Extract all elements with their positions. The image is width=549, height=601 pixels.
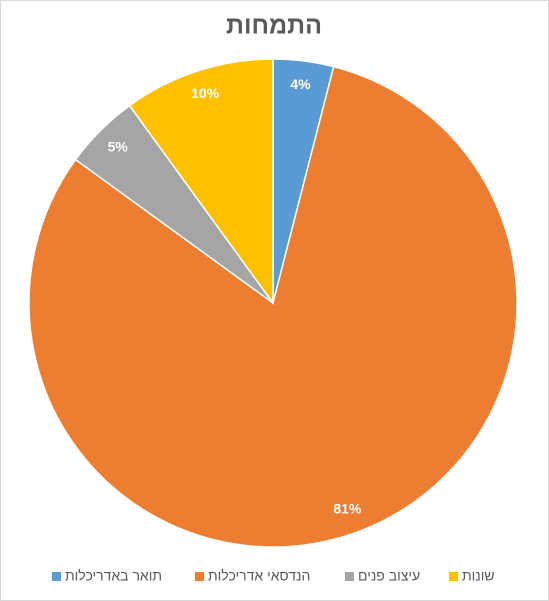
- chart-title: התמחות: [226, 12, 322, 40]
- legend-label: תואר באדריכלות: [65, 568, 162, 584]
- legend-swatch: [52, 572, 61, 581]
- legend-swatch: [449, 572, 458, 581]
- pie-slice: [128, 58, 274, 306]
- data-label: 81%: [333, 500, 362, 516]
- legend-label: הנדסאי אדריכלות: [208, 568, 310, 584]
- data-label: 5%: [108, 138, 129, 154]
- legend-label: שונות: [462, 568, 495, 584]
- pie-slice: [28, 65, 518, 548]
- legend-swatch: [345, 572, 354, 581]
- legend-label: עיצוב פנים: [358, 568, 420, 584]
- legend-swatch: [195, 572, 204, 581]
- data-label: 4%: [290, 76, 311, 92]
- data-label: 10%: [191, 85, 220, 101]
